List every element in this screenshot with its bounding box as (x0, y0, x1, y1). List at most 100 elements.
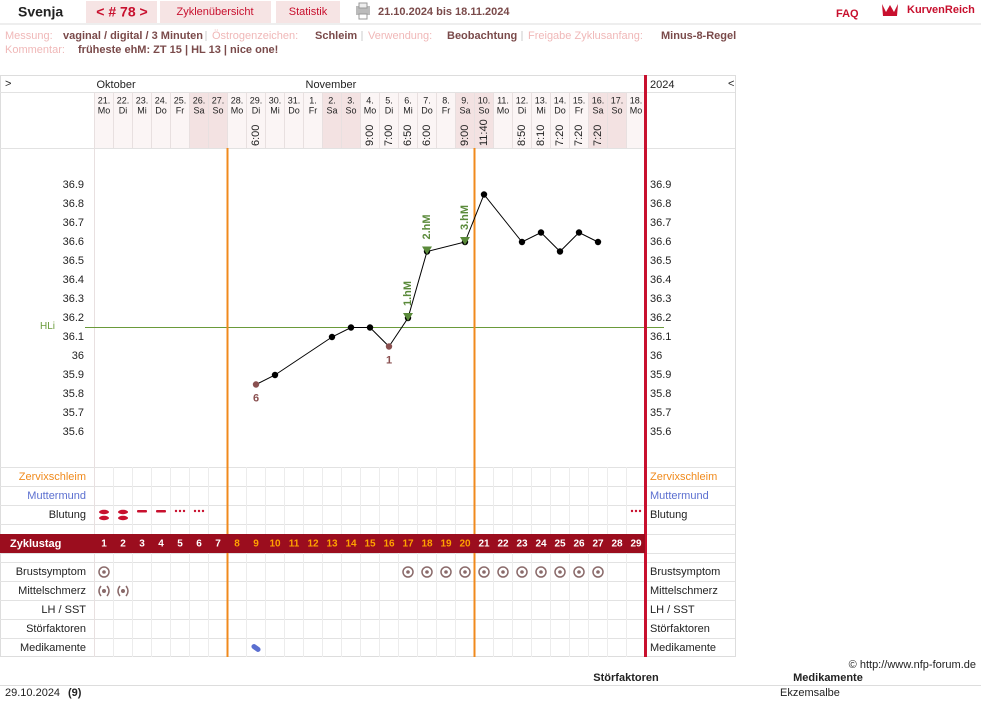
footer-day: (9) (68, 687, 82, 699)
date: 11. (497, 95, 509, 105)
year: 2024 (650, 79, 674, 91)
date: 9. (461, 95, 469, 105)
date-range: 21.10.2024 bis 18.11.2024 (378, 6, 510, 18)
date: 29. (250, 95, 263, 105)
symptom-icon (402, 566, 414, 578)
temperature-point (575, 229, 583, 236)
tab[interactable]: Statistik (289, 6, 328, 18)
y-tick-label: 36.9 (63, 179, 84, 191)
weekday: Mi (536, 105, 546, 115)
cycle-day: 21 (478, 539, 490, 550)
temperature-point (252, 381, 260, 388)
row-label: Störfaktoren (26, 623, 86, 635)
y-tick-label: 36 (72, 350, 84, 362)
bleeding-icon (197, 509, 201, 513)
weekday: Di (518, 105, 527, 115)
date: 24. (155, 95, 168, 105)
weekday: So (345, 105, 356, 115)
cycle-day: 6 (196, 539, 202, 550)
date: 23. (136, 95, 149, 105)
info-label: Messung: (5, 30, 53, 42)
nav-next[interactable]: < (728, 78, 734, 90)
symptom-icon (421, 566, 433, 578)
symptom-icon (459, 566, 471, 578)
symptom-icon (117, 585, 129, 597)
time: 7:20 (592, 125, 604, 146)
nav-prev[interactable]: > (5, 78, 11, 90)
weekday: So (212, 105, 223, 115)
symptom-icon (539, 570, 543, 574)
cycle-day: 2 (120, 539, 126, 550)
cycle-day: 3 (139, 539, 145, 550)
date: 15. (573, 95, 586, 105)
weekday: Fr (442, 105, 451, 115)
weekday: Do (155, 105, 167, 115)
y-tick-label-right: 36.4 (650, 274, 671, 286)
row-label: Blutung (49, 509, 86, 521)
cycle-day: 20 (459, 539, 471, 550)
date: 25. (174, 95, 187, 105)
date: 12. (516, 95, 529, 105)
weekday: Di (252, 105, 261, 115)
high-marker-label: 1.hM (402, 281, 414, 306)
tab-bg[interactable] (160, 1, 271, 23)
cycle-day: 29 (630, 539, 642, 550)
y-tick-label-right: 35.8 (650, 388, 671, 400)
cycle-nav[interactable]: < # 78 > (96, 4, 147, 20)
info-label: Östrogenzeichen: (212, 30, 298, 42)
user-name: Svenja (18, 4, 63, 20)
faq-link[interactable]: FAQ (836, 8, 859, 20)
chart-frame (0, 75, 736, 657)
date: 6. (404, 95, 412, 105)
symptom-icon (463, 570, 467, 574)
print-icon[interactable] (356, 2, 370, 20)
y-tick-label: 35.8 (63, 388, 84, 400)
weekday: Sa (592, 105, 603, 115)
high-marker-label: 3.hM (459, 205, 471, 230)
symptom-icon (482, 570, 486, 574)
cycle-day: 7 (215, 539, 221, 550)
row-label-right: Zervixschleim (650, 471, 717, 483)
logo-icon (882, 4, 898, 16)
cycle-day-bar (0, 534, 645, 553)
logo[interactable]: KurvenReich (907, 4, 975, 16)
bleeding-icon (118, 509, 128, 515)
cycle-nav-bg[interactable] (86, 1, 157, 23)
date: 17. (611, 95, 624, 105)
tab-bg[interactable] (276, 1, 340, 23)
weekday: Fr (575, 105, 584, 115)
y-tick-label-right: 36.1 (650, 331, 671, 343)
cycle-day: 1 (101, 539, 107, 550)
tab[interactable]: Zyklenübersicht (176, 6, 253, 18)
comment: früheste ehM: ZT 15 | HL 13 | nice one! (78, 44, 278, 56)
y-tick-label-right: 35.7 (650, 407, 671, 419)
row-label: Mittelschmerz (18, 585, 86, 597)
cycle-day: 10 (269, 539, 281, 550)
cycle-day: 22 (497, 539, 509, 550)
y-tick-label: 36.4 (63, 274, 84, 286)
y-tick-label-right: 35.9 (650, 369, 671, 381)
date: 21. (98, 95, 111, 105)
weekday: Fr (176, 105, 185, 115)
time: 6:50 (402, 125, 414, 146)
weekday: Do (554, 105, 566, 115)
weekend-bg (322, 92, 342, 148)
symptom-icon (554, 566, 566, 578)
month-label: Oktober (97, 79, 136, 91)
time: 8:50 (516, 125, 528, 146)
row-label-right: Störfaktoren (650, 623, 710, 635)
row-label-right: Muttermund (650, 490, 709, 502)
cycle-day: 9 (253, 539, 259, 550)
y-tick-label-right: 36.5 (650, 255, 671, 267)
temperature-point (537, 229, 545, 236)
date: 8. (442, 95, 450, 105)
bleeding-icon (137, 510, 147, 513)
y-tick-label-right: 36.7 (650, 217, 671, 229)
cycle-day: 12 (307, 539, 319, 550)
y-tick-label-right: 36.3 (650, 293, 671, 305)
symptom-icon (440, 566, 452, 578)
y-tick-label: 36.7 (63, 217, 84, 229)
date: 22. (117, 95, 130, 105)
weekday: Mi (403, 105, 413, 115)
weekday: Do (421, 105, 433, 115)
